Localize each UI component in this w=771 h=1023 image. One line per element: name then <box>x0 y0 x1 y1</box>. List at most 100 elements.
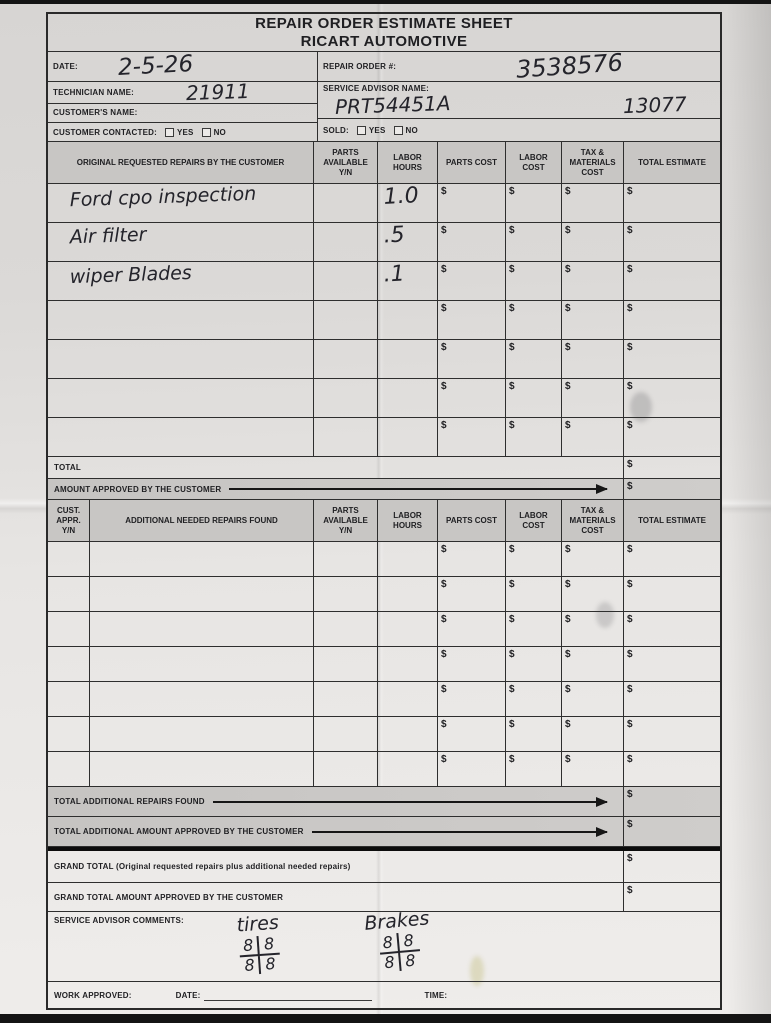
total-estimate-cell: $ <box>624 262 720 300</box>
dollar-sign: $ <box>627 885 633 896</box>
dollar-sign: $ <box>627 342 633 353</box>
dollar-sign: $ <box>441 614 447 625</box>
dollar-sign: $ <box>509 754 515 765</box>
parts-cost-cell: $ <box>438 752 506 786</box>
sold-yes-checkbox <box>356 125 366 135</box>
parts-cost-cell: $ <box>438 262 506 300</box>
dollar-sign: $ <box>565 420 571 431</box>
dollar-sign: $ <box>509 649 515 660</box>
parts-available-cell <box>314 717 378 751</box>
tread-value: 8 <box>258 934 280 956</box>
total-additional-approved-label: TOTAL ADDITIONAL AMOUNT APPROVED BY THE … <box>54 827 304 836</box>
labor-cost-cell: $ <box>506 340 562 378</box>
additional-repair-row: $ $ $ $ <box>48 647 720 682</box>
total-estimate-cell: $ <box>624 418 720 456</box>
labor-hours-cell: .5 <box>378 222 438 261</box>
paper-smudge <box>630 392 652 422</box>
parts-cost-cell: $ <box>438 612 506 646</box>
header-parts-cost: PARTS COST <box>438 142 506 183</box>
arrow-line <box>311 826 609 837</box>
dollar-sign: $ <box>509 614 515 625</box>
handwritten-labor-hours <box>383 301 385 339</box>
technician-label: TECHNICIAN NAME: <box>53 87 134 97</box>
tax-materials-cell: $ <box>562 577 624 611</box>
header-labor-cost: LABOR COST <box>506 142 562 183</box>
labor-hours-cell <box>378 418 438 456</box>
service-advisor-label: SERVICE ADVISOR NAME: <box>323 83 429 93</box>
work-approved-row: WORK APPROVED: DATE: TIME: <box>48 982 720 1008</box>
cust-appr-cell <box>48 647 90 681</box>
parts-available-cell <box>314 340 378 378</box>
technician-field: TECHNICIAN NAME: 21911 <box>48 79 317 105</box>
form-title-line1: REPAIR ORDER ESTIMATE SHEET <box>255 14 513 32</box>
additional-repair-description-cell <box>90 682 314 716</box>
grand-total-row: GRAND TOTAL (Original requested repairs … <box>48 851 720 883</box>
cust-appr-cell <box>48 577 90 611</box>
labor-cost-cell: $ <box>506 262 562 300</box>
dollar-sign: $ <box>441 754 447 765</box>
dollar-sign: $ <box>627 303 633 314</box>
tax-materials-cell: $ <box>562 717 624 751</box>
additional-repair-row: $ $ $ $ <box>48 542 720 577</box>
tax-materials-cell: $ <box>562 752 624 786</box>
grand-total-label: GRAND TOTAL (Original requested repairs … <box>54 862 351 871</box>
handwritten-labor-hours: .5 <box>383 222 406 249</box>
cust-appr-cell <box>48 682 90 716</box>
brake-value: 8 <box>404 950 417 971</box>
grand-total-label-cell: GRAND TOTAL (Original requested repairs … <box>48 851 624 882</box>
total-additional-repairs-label: TOTAL ADDITIONAL REPAIRS FOUND <box>54 797 205 806</box>
tax-materials-cell: $ <box>562 682 624 716</box>
info-left-column: DATE: 2-5-26 TECHNICIAN NAME: 21911 CUST… <box>48 51 318 141</box>
repair-description-cell <box>48 301 314 339</box>
handwritten-brakes-note: Brakes 8 8 8 8 <box>363 907 433 973</box>
labor-cost-cell: $ <box>506 379 562 417</box>
dollar-sign: $ <box>441 579 447 590</box>
handwritten-repair-description: Ford cpo inspection <box>69 182 257 212</box>
total-estimate-cell: $ <box>624 223 720 261</box>
parts-available-cell <box>314 184 378 222</box>
dollar-sign: $ <box>565 754 571 765</box>
additional-repair-description-cell <box>90 647 314 681</box>
amount-approved-label-cell: AMOUNT APPROVED BY THE CUSTOMER <box>48 479 624 499</box>
header-parts-available: PARTS AVAILABLE Y/N <box>314 142 378 183</box>
dollar-sign: $ <box>627 684 633 695</box>
cust-appr-cell <box>48 752 90 786</box>
repair-order-field: REPAIR ORDER #: 3538576 <box>318 49 720 84</box>
total-estimate-cell: $ <box>624 612 720 646</box>
dollar-sign: $ <box>509 579 515 590</box>
tax-materials-cell: $ <box>562 542 624 576</box>
dollar-sign: $ <box>627 381 633 392</box>
total-label-cell: TOTAL <box>48 457 624 478</box>
service-advisor-comments-label: SERVICE ADVISOR COMMENTS: <box>54 916 184 925</box>
handwritten-labor-hours <box>383 340 385 378</box>
dollar-sign: $ <box>441 719 447 730</box>
additional-repair-description-cell <box>90 612 314 646</box>
original-repair-row: $ $ $ $ <box>48 379 720 418</box>
handwritten-repair-description: Air filter <box>69 223 147 249</box>
total-additional-approved-cell: $ <box>624 817 720 846</box>
header-additional-repairs: ADDITIONAL NEEDED REPAIRS FOUND <box>90 500 314 541</box>
grand-total-approved-label-cell: GRAND TOTAL AMOUNT APPROVED BY THE CUSTO… <box>48 883 624 911</box>
parts-cost-cell: $ <box>438 542 506 576</box>
parts-cost-cell: $ <box>438 647 506 681</box>
dollar-sign: $ <box>565 342 571 353</box>
header-total-estimate: TOTAL ESTIMATE <box>638 157 706 167</box>
parts-cost-cell: $ <box>438 717 506 751</box>
additional-repair-row: $ $ $ $ <box>48 752 720 787</box>
parts-available-cell <box>314 577 378 611</box>
cust-appr-cell <box>48 612 90 646</box>
dollar-sign: $ <box>627 481 633 492</box>
labor-hours-cell <box>378 301 438 339</box>
tire-tread-readings: 8 8 8 8 <box>238 934 282 976</box>
dollar-sign: $ <box>565 381 571 392</box>
date-signature-line <box>204 989 373 1001</box>
total-estimate-cell: $ <box>624 184 720 222</box>
repair-description-cell: wiper Blades <box>48 262 314 300</box>
parts-available-cell <box>314 301 378 339</box>
additional-repair-row: $ $ $ $ <box>48 717 720 752</box>
repair-description-cell: Air filter <box>48 223 314 261</box>
tax-materials-cell: $ <box>562 301 624 339</box>
total-additional-label-cell: TOTAL ADDITIONAL REPAIRS FOUND <box>48 787 624 816</box>
parts-available-cell <box>314 612 378 646</box>
